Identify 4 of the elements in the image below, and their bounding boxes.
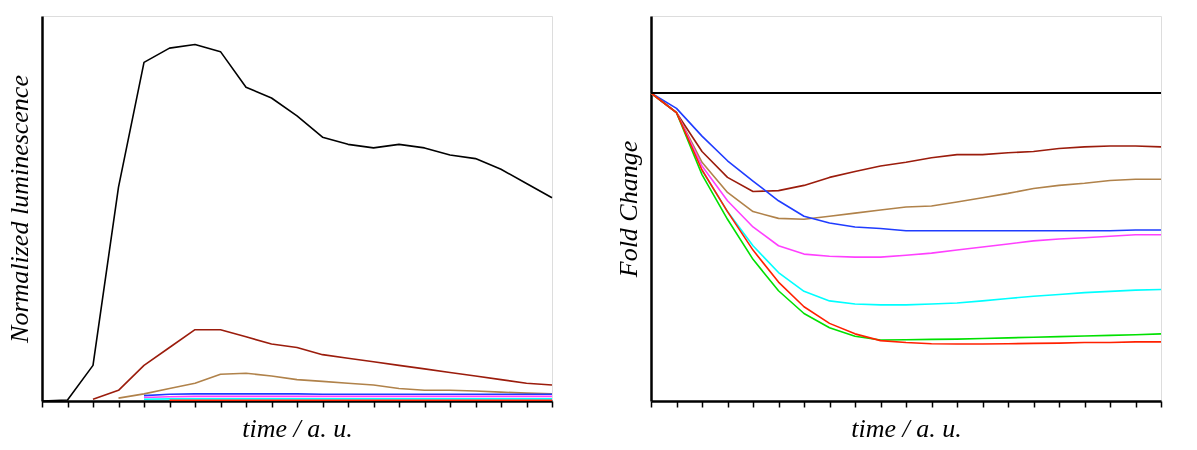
- y-axis-title: Normalized luminescence: [4, 75, 34, 344]
- x-axis-title: time / a. u.: [851, 414, 962, 444]
- y-axis-title: Fold Change: [613, 140, 643, 279]
- x-axis-title: time / a. u.: [242, 414, 353, 444]
